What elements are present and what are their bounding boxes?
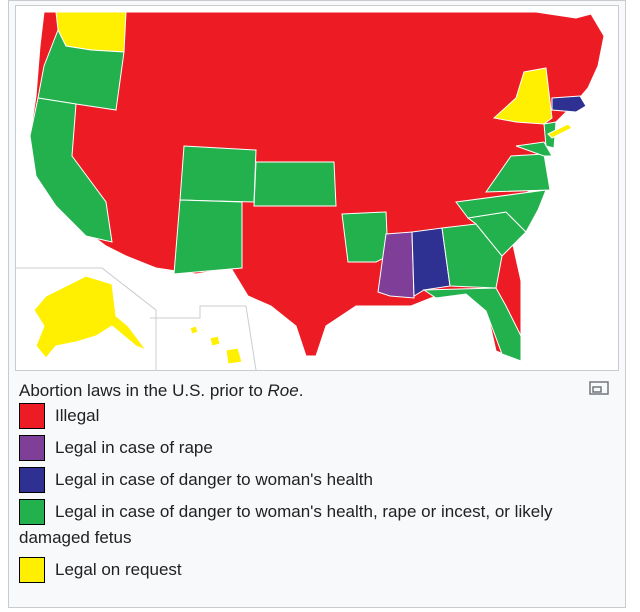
state-florida[interactable] (422, 287, 522, 362)
legend-label: Legal in case of danger to woman's healt… (19, 502, 553, 547)
legend-item-illegal: Illegal (19, 403, 619, 429)
caption-title: Abortion laws in the U.S. prior to Roe. (19, 381, 304, 400)
state-new-mexico[interactable] (173, 199, 243, 275)
state-mississippi[interactable] (377, 231, 415, 299)
state-kansas[interactable] (253, 161, 337, 207)
legend-label: Legal on request (55, 560, 182, 579)
legend-swatch-green (19, 499, 45, 525)
state-california[interactable] (29, 97, 113, 243)
magnify-icon[interactable] (589, 381, 609, 395)
legend-item-health-rape-incest-fetus: Legal in case of danger to woman's healt… (19, 499, 619, 551)
state-hawaii[interactable] (189, 325, 243, 365)
us-map[interactable] (15, 5, 619, 371)
hawaii-inset-frame (150, 305, 257, 370)
legend-swatch-yellow (19, 557, 45, 583)
legend-label: Legal in case of danger to woman's healt… (55, 470, 373, 489)
state-arkansas[interactable] (341, 211, 389, 263)
legend: Illegal Legal in case of rape Legal in c… (19, 403, 619, 589)
state-georgia[interactable] (441, 223, 503, 289)
state-colorado[interactable] (179, 145, 257, 203)
legend-label: Illegal (55, 406, 100, 425)
state-new-york[interactable] (492, 67, 553, 125)
legend-swatch-blue (19, 467, 45, 493)
map-caption: Abortion laws in the U.S. prior to Roe. (19, 381, 615, 401)
state-oregon[interactable] (37, 28, 125, 111)
legend-item-rape: Legal in case of rape (19, 435, 619, 461)
legend-swatch-red (19, 403, 45, 429)
map-figure: Abortion laws in the U.S. prior to Roe. … (8, 0, 626, 608)
state-massachusetts[interactable] (551, 95, 587, 113)
state-alaska[interactable] (33, 275, 148, 359)
alaska-inset-frame (16, 267, 157, 370)
legend-item-health: Legal in case of danger to woman's healt… (19, 467, 619, 493)
state-new-york-long-island[interactable] (547, 123, 573, 139)
legend-label: Legal in case of rape (55, 438, 213, 457)
caption-roe: Roe (267, 381, 299, 400)
state-maryland-delaware[interactable] (515, 141, 553, 157)
us-map-svg (16, 11, 605, 370)
state-alabama[interactable] (411, 227, 451, 297)
legend-swatch-purple (19, 435, 45, 461)
legend-item-request: Legal on request (19, 557, 619, 583)
